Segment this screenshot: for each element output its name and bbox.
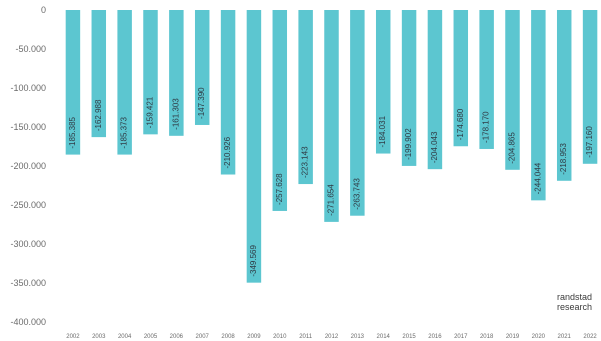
bar xyxy=(65,10,81,155)
bar xyxy=(169,10,184,136)
x-tick-label: 2019 xyxy=(506,334,520,340)
data-label: -204.865 xyxy=(508,132,517,164)
bar xyxy=(117,10,132,155)
x-tick-label: 2009 xyxy=(247,334,261,340)
bar xyxy=(427,10,443,170)
data-label: -349.569 xyxy=(249,245,258,277)
y-tick-label: -200.000 xyxy=(10,161,46,171)
data-label: -257.628 xyxy=(275,173,284,205)
data-label: -271.654 xyxy=(327,184,336,216)
brand-line-1: randstad xyxy=(557,292,593,302)
x-tick-label: 2002 xyxy=(66,334,80,340)
brand-logo: randstad research xyxy=(557,292,601,312)
bar xyxy=(453,10,469,147)
x-tick-label: 2006 xyxy=(170,334,184,340)
data-label: -210.926 xyxy=(223,136,232,168)
x-tick-label: 2020 xyxy=(532,334,546,340)
bar xyxy=(324,10,339,222)
y-tick-label: -150.000 xyxy=(10,122,46,132)
data-label: -184.031 xyxy=(378,115,387,147)
brand-line-2: research xyxy=(557,302,593,312)
x-tick-label: 2011 xyxy=(299,334,313,340)
x-tick-label: 2005 xyxy=(144,334,158,340)
x-tick-label: 2014 xyxy=(377,334,391,340)
data-label: -185.373 xyxy=(120,116,129,148)
y-tick-label: -400.000 xyxy=(10,317,46,327)
data-label: -162.988 xyxy=(94,99,103,131)
y-tick-label: -350.000 xyxy=(10,278,46,288)
data-label: -174.680 xyxy=(456,108,465,140)
x-tick-label: 2008 xyxy=(221,334,235,340)
bar xyxy=(220,10,236,175)
data-label: -199.902 xyxy=(404,128,413,160)
data-label: -197.160 xyxy=(585,126,594,158)
x-tick-label: 2015 xyxy=(402,334,416,340)
bar xyxy=(143,10,158,135)
data-label: -223.143 xyxy=(301,146,310,178)
data-label: -263.743 xyxy=(352,178,361,210)
data-label: -147.390 xyxy=(197,87,206,119)
bar xyxy=(531,10,546,201)
x-tick-label: 2007 xyxy=(196,334,210,340)
y-tick-label: -50.000 xyxy=(15,44,46,54)
x-tick-label: 2021 xyxy=(558,334,572,340)
data-label: -159.421 xyxy=(146,96,155,128)
bar xyxy=(582,10,598,164)
bar xyxy=(401,10,417,166)
bar xyxy=(505,10,520,170)
data-label: -204.043 xyxy=(430,131,439,163)
data-label: -218.953 xyxy=(559,143,568,175)
y-tick-label: 0 xyxy=(41,5,46,15)
data-label: -244.044 xyxy=(533,162,542,194)
x-tick-label: 2003 xyxy=(92,334,106,340)
y-tick-label: -300.000 xyxy=(10,239,46,249)
bar xyxy=(556,10,572,181)
x-tick-label: 2022 xyxy=(583,334,597,340)
x-tick-label: 2017 xyxy=(454,334,468,340)
x-tick-label: 2018 xyxy=(480,334,494,340)
bar xyxy=(91,10,107,138)
x-tick-label: 2010 xyxy=(273,334,287,340)
bar xyxy=(375,10,391,154)
y-tick-label: -100.000 xyxy=(10,83,46,93)
x-tick-label: 2012 xyxy=(325,334,339,340)
x-tick-label: 2004 xyxy=(118,334,132,340)
bar xyxy=(246,10,262,283)
bar xyxy=(272,10,288,211)
y-tick-label: -250.000 xyxy=(10,200,46,210)
data-label: -185.385 xyxy=(68,116,77,148)
bar xyxy=(479,10,494,149)
bar xyxy=(194,10,210,125)
bar xyxy=(350,10,365,216)
x-tick-label: 2013 xyxy=(351,334,365,340)
x-tick-label: 2016 xyxy=(428,334,442,340)
data-label: -178.170 xyxy=(482,111,491,143)
data-label: -161.303 xyxy=(171,98,180,130)
bar xyxy=(298,10,313,185)
